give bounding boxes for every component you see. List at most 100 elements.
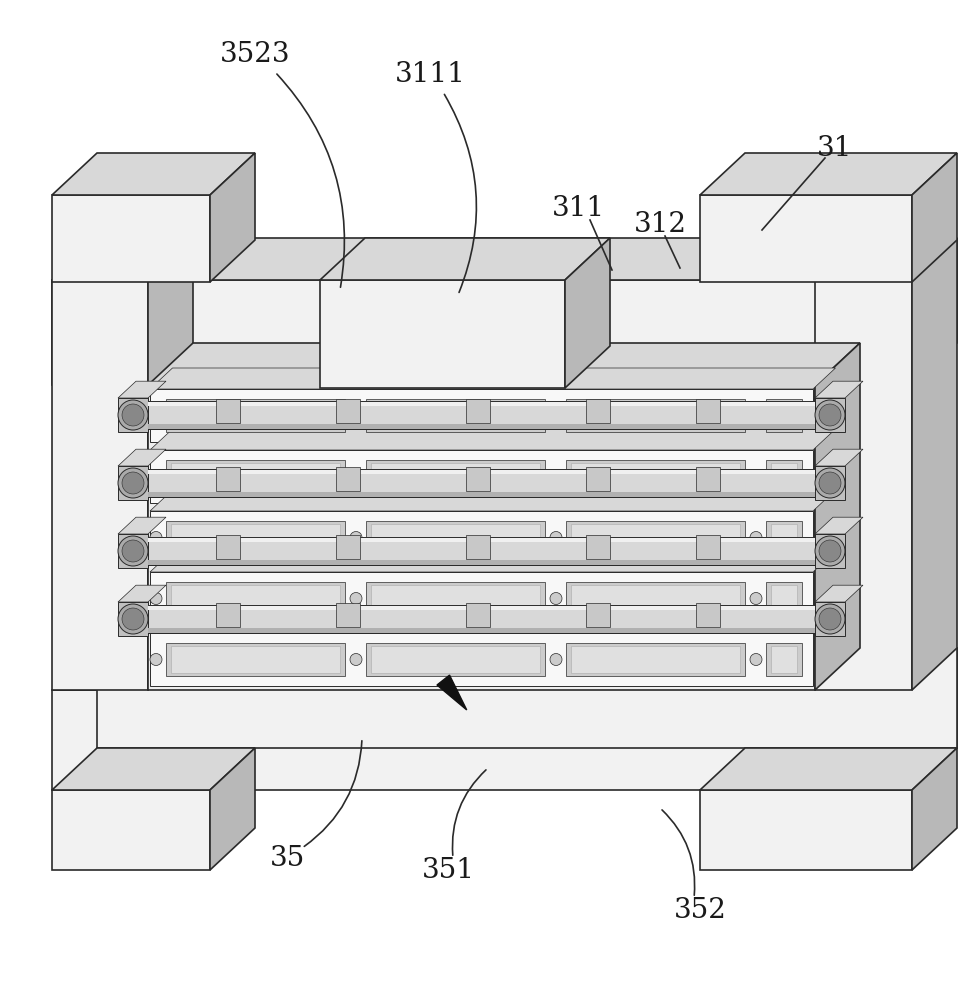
Polygon shape (571, 402, 740, 429)
Polygon shape (171, 646, 340, 673)
Polygon shape (52, 790, 210, 870)
Text: 3523: 3523 (220, 41, 290, 68)
Polygon shape (118, 466, 148, 500)
Circle shape (550, 592, 562, 604)
Circle shape (550, 532, 562, 544)
Polygon shape (912, 748, 957, 870)
Polygon shape (912, 238, 957, 385)
Polygon shape (766, 582, 802, 615)
Polygon shape (700, 790, 912, 870)
Polygon shape (148, 238, 193, 690)
Polygon shape (171, 463, 340, 490)
Polygon shape (52, 195, 210, 282)
Text: 31: 31 (818, 134, 853, 161)
Polygon shape (912, 153, 957, 282)
Circle shape (122, 404, 144, 426)
Polygon shape (320, 238, 610, 280)
Polygon shape (148, 605, 815, 610)
Polygon shape (150, 429, 835, 450)
Polygon shape (118, 398, 148, 432)
Polygon shape (171, 524, 340, 551)
Circle shape (150, 471, 162, 483)
Polygon shape (52, 690, 912, 790)
Polygon shape (815, 517, 863, 534)
Polygon shape (571, 524, 740, 551)
Polygon shape (700, 748, 957, 790)
Polygon shape (216, 467, 240, 491)
Circle shape (118, 536, 148, 566)
Polygon shape (150, 368, 835, 389)
Polygon shape (210, 153, 255, 282)
Polygon shape (150, 450, 813, 503)
Polygon shape (766, 460, 802, 493)
Polygon shape (371, 585, 540, 612)
Polygon shape (148, 343, 860, 385)
Text: 352: 352 (673, 896, 727, 924)
Polygon shape (586, 467, 610, 491)
Polygon shape (766, 521, 802, 554)
Polygon shape (566, 399, 745, 432)
Polygon shape (571, 463, 740, 490)
Circle shape (118, 468, 148, 498)
Circle shape (750, 532, 762, 544)
Polygon shape (815, 280, 912, 690)
Circle shape (750, 410, 762, 422)
Polygon shape (210, 748, 255, 870)
Polygon shape (371, 646, 540, 673)
Polygon shape (216, 399, 240, 423)
Polygon shape (815, 343, 860, 690)
Polygon shape (52, 238, 193, 280)
Polygon shape (565, 238, 610, 388)
Polygon shape (366, 582, 545, 615)
Polygon shape (118, 381, 166, 398)
Polygon shape (586, 399, 610, 423)
Polygon shape (336, 399, 360, 423)
Polygon shape (586, 603, 610, 627)
Polygon shape (118, 517, 166, 534)
Polygon shape (815, 381, 863, 398)
Circle shape (750, 654, 762, 666)
Polygon shape (150, 633, 813, 686)
Text: 351: 351 (421, 856, 475, 884)
Polygon shape (815, 238, 957, 280)
Polygon shape (771, 585, 797, 612)
Polygon shape (566, 582, 745, 615)
Polygon shape (118, 602, 148, 636)
Polygon shape (148, 401, 815, 429)
Polygon shape (97, 648, 957, 748)
Circle shape (750, 471, 762, 483)
Circle shape (819, 404, 841, 426)
Text: 35: 35 (271, 844, 306, 871)
Polygon shape (216, 535, 240, 559)
Polygon shape (371, 402, 540, 429)
Text: 312: 312 (633, 211, 687, 237)
Polygon shape (118, 534, 148, 568)
Polygon shape (566, 460, 745, 493)
Text: 311: 311 (551, 194, 605, 222)
Polygon shape (148, 385, 815, 690)
Polygon shape (371, 463, 540, 490)
Polygon shape (815, 534, 845, 568)
Polygon shape (437, 675, 467, 710)
Polygon shape (148, 605, 815, 633)
Polygon shape (52, 153, 255, 195)
Polygon shape (148, 628, 815, 633)
Polygon shape (771, 402, 797, 429)
Circle shape (550, 654, 562, 666)
Polygon shape (171, 585, 340, 612)
Circle shape (118, 604, 148, 634)
Polygon shape (52, 648, 957, 690)
Circle shape (122, 540, 144, 562)
Polygon shape (150, 572, 813, 625)
Polygon shape (466, 467, 490, 491)
Polygon shape (52, 748, 255, 790)
Polygon shape (148, 424, 815, 429)
Polygon shape (766, 643, 802, 676)
Polygon shape (52, 280, 912, 385)
Polygon shape (150, 389, 813, 442)
Polygon shape (171, 402, 340, 429)
Circle shape (819, 540, 841, 562)
Polygon shape (466, 603, 490, 627)
Polygon shape (336, 535, 360, 559)
Circle shape (150, 410, 162, 422)
